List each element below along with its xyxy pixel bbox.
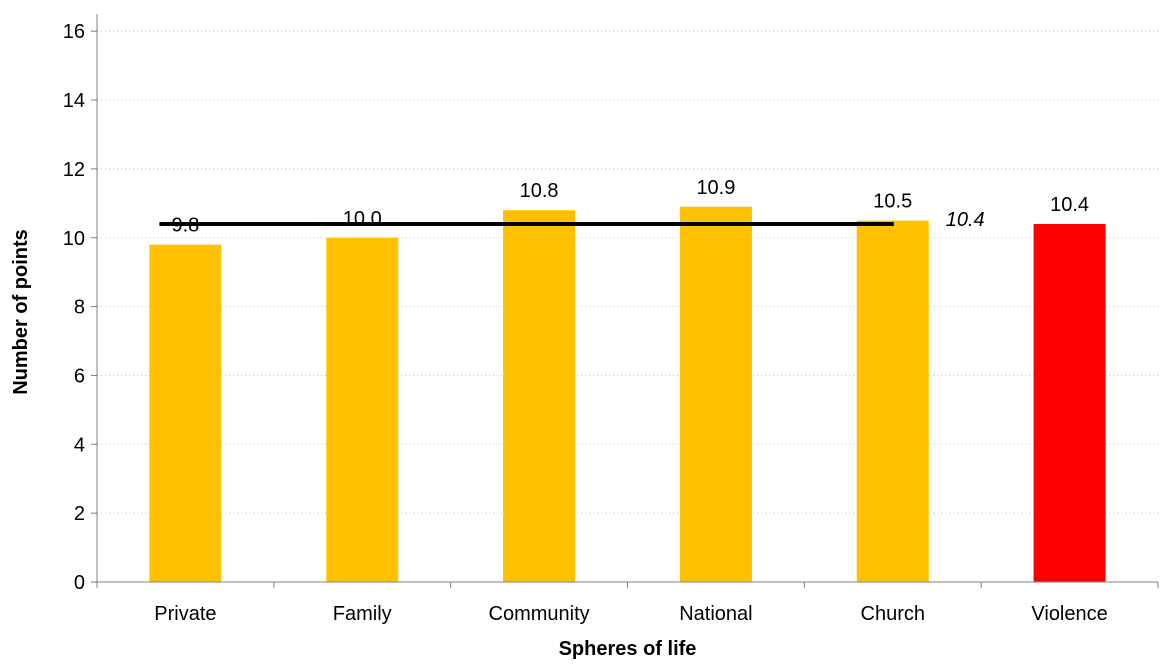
bar-private	[149, 245, 221, 582]
y-tick-label: 14	[63, 90, 85, 112]
bar-violence	[1034, 224, 1106, 582]
bar-church	[857, 221, 929, 582]
y-tick-label: 2	[74, 503, 85, 525]
x-tick-label-family: Family	[333, 603, 392, 625]
y-tick-label: 4	[74, 434, 85, 456]
x-tick-label-national: National	[679, 603, 752, 625]
average-line-label: 10.4	[946, 209, 985, 231]
data-label-violence: 10.4	[1050, 194, 1089, 216]
x-tick-label-private: Private	[154, 603, 216, 625]
x-axis-title: Spheres of life	[559, 638, 697, 660]
data-label-national: 10.9	[696, 177, 735, 199]
x-tick-label-violence: Violence	[1031, 603, 1107, 625]
x-tick-label-community: Community	[489, 603, 590, 625]
axes: 0 2 4 6 8 10 12 14 16 Private Family Community Natio…	[63, 14, 1158, 625]
data-label-private: 9.8	[172, 215, 200, 237]
y-tick-label: 16	[63, 21, 85, 43]
x-tick-label-church: Church	[861, 603, 925, 625]
data-label-family: 10.0	[343, 208, 382, 230]
y-tick-label: 6	[74, 365, 85, 387]
y-tick-label: 0	[74, 572, 85, 594]
bars	[149, 207, 1105, 582]
data-label-community: 10.8	[520, 180, 559, 202]
bar-community	[503, 210, 575, 582]
y-tick-label: 10	[63, 228, 85, 250]
y-tick-label: 8	[74, 297, 85, 319]
bar-national	[680, 207, 752, 582]
data-label-church: 10.5	[873, 191, 912, 213]
y-axis-title: Number of points	[10, 229, 32, 395]
bar-family	[326, 238, 398, 582]
gridlines	[97, 31, 1158, 513]
y-tick-label: 12	[63, 159, 85, 181]
